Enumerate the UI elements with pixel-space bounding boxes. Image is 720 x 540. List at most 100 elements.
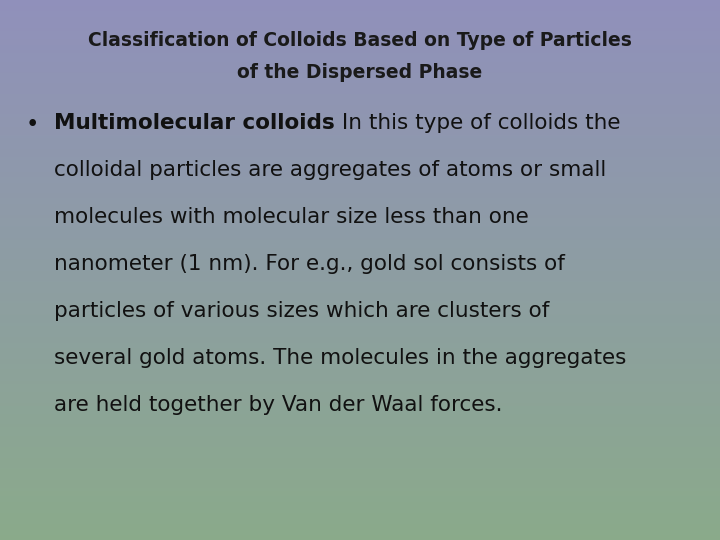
Bar [0, 53, 720, 54]
Bar [0, 406, 720, 407]
Bar [0, 465, 720, 467]
Bar [0, 315, 720, 316]
Bar [0, 492, 720, 494]
Bar [0, 526, 720, 527]
Bar [0, 359, 720, 360]
Bar [0, 96, 720, 97]
Bar [0, 419, 720, 420]
Bar [0, 38, 720, 39]
Bar [0, 343, 720, 345]
Bar [0, 470, 720, 471]
Bar [0, 285, 720, 286]
Bar [0, 426, 720, 427]
Bar [0, 469, 720, 470]
Bar [0, 514, 720, 515]
Bar [0, 418, 720, 419]
Bar [0, 523, 720, 524]
Bar [0, 510, 720, 511]
Bar [0, 90, 720, 91]
Bar [0, 334, 720, 335]
Bar [0, 295, 720, 296]
Bar [0, 264, 720, 265]
Bar [0, 15, 720, 16]
Bar [0, 215, 720, 216]
Bar [0, 214, 720, 215]
Bar [0, 482, 720, 483]
Bar [0, 449, 720, 450]
Bar [0, 375, 720, 376]
Bar [0, 302, 720, 303]
Bar [0, 271, 720, 272]
Bar [0, 36, 720, 37]
Bar [0, 446, 720, 447]
Bar [0, 395, 720, 396]
Bar [0, 21, 720, 22]
Bar [0, 381, 720, 382]
Bar [0, 270, 720, 271]
Bar [0, 444, 720, 445]
Bar [0, 25, 720, 26]
Bar [0, 156, 720, 157]
Bar [0, 525, 720, 526]
Bar [0, 296, 720, 297]
Bar [0, 528, 720, 529]
Bar [0, 97, 720, 98]
Bar [0, 427, 720, 428]
Bar [0, 368, 720, 369]
Bar [0, 186, 720, 187]
Bar [0, 127, 720, 129]
Bar [0, 324, 720, 325]
Bar [0, 513, 720, 514]
Bar [0, 298, 720, 299]
Bar [0, 516, 720, 517]
Bar [0, 330, 720, 332]
Bar [0, 401, 720, 402]
Bar [0, 457, 720, 458]
Bar [0, 392, 720, 393]
Bar [0, 382, 720, 383]
Bar [0, 132, 720, 133]
Bar [0, 276, 720, 278]
Text: Multimolecular colloids: Multimolecular colloids [54, 113, 335, 133]
Bar [0, 396, 720, 397]
Bar [0, 424, 720, 426]
Bar [0, 208, 720, 210]
Bar [0, 471, 720, 472]
Bar [0, 421, 720, 422]
Bar [0, 58, 720, 59]
Bar [0, 268, 720, 269]
Bar [0, 253, 720, 254]
Bar [0, 472, 720, 473]
Text: In this type of colloids the: In this type of colloids the [335, 113, 620, 133]
Bar [0, 234, 720, 235]
Text: particles of various sizes which are clusters of: particles of various sizes which are clu… [54, 301, 549, 321]
Bar [0, 219, 720, 220]
Bar [0, 26, 720, 27]
Bar [0, 121, 720, 122]
Bar [0, 13, 720, 14]
Bar [0, 521, 720, 522]
Bar [0, 260, 720, 261]
Bar [0, 63, 720, 64]
Bar [0, 71, 720, 72]
Bar [0, 511, 720, 512]
Bar [0, 367, 720, 368]
Bar [0, 134, 720, 135]
Bar [0, 216, 720, 217]
Bar [0, 443, 720, 444]
Bar [0, 39, 720, 40]
Bar [0, 262, 720, 264]
Bar [0, 126, 720, 127]
Bar [0, 378, 720, 379]
Bar [0, 220, 720, 221]
Bar [0, 500, 720, 501]
Bar [0, 136, 720, 137]
Bar [0, 365, 720, 366]
Bar [0, 397, 720, 399]
Bar [0, 179, 720, 180]
Bar [0, 91, 720, 92]
Bar [0, 366, 720, 367]
Bar [0, 246, 720, 247]
Bar [0, 441, 720, 442]
Bar [0, 407, 720, 408]
